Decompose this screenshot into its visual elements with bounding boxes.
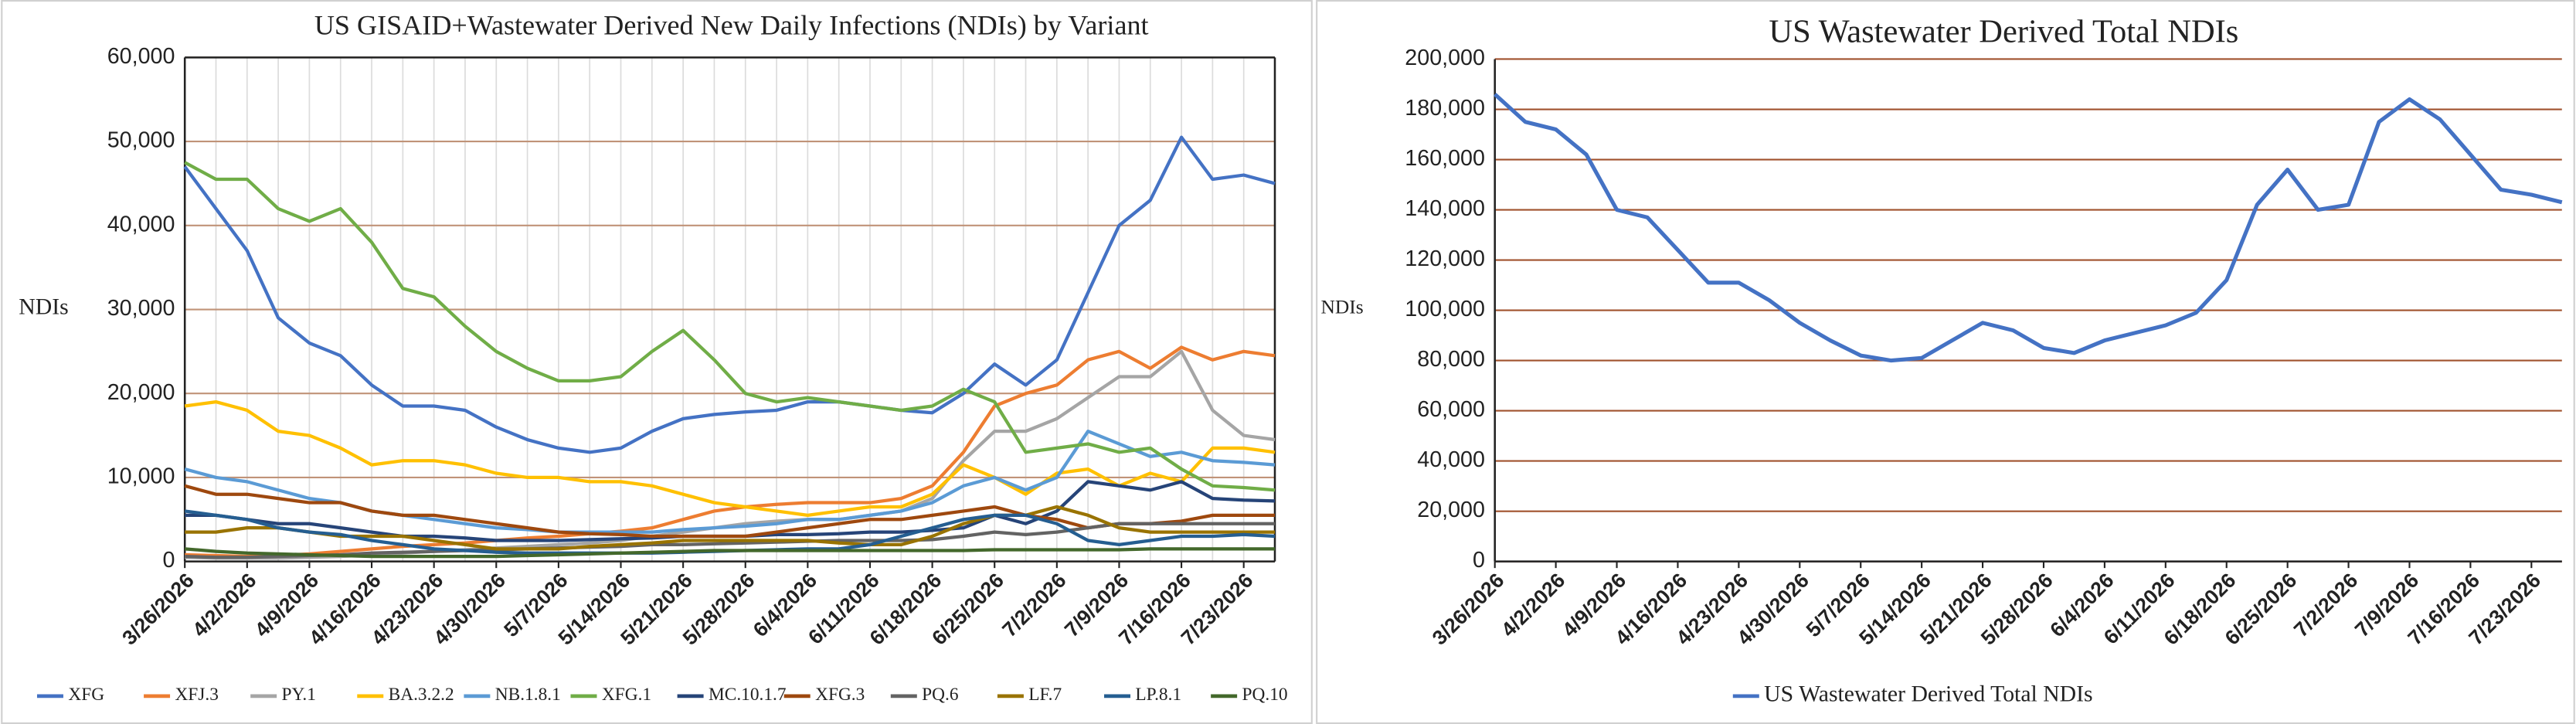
legend-label: LF.7 bbox=[1028, 685, 1062, 705]
series-line bbox=[183, 135, 1276, 454]
series-line bbox=[1494, 93, 2563, 363]
legend-label: US Wastewater Derived Total NDIs bbox=[1764, 682, 2092, 707]
chart-title: US Wastewater Derived Total NDIs bbox=[1769, 13, 2238, 49]
y-tick-label: 80,000 bbox=[1417, 347, 1485, 372]
y-tick-label: 0 bbox=[162, 548, 175, 573]
series-line bbox=[185, 345, 1276, 559]
legend-label: PY.1 bbox=[282, 685, 316, 705]
series-line bbox=[184, 161, 1276, 492]
series-line bbox=[184, 399, 1276, 517]
chart-title: US GISAID+Wastewater Derived New Daily I… bbox=[314, 9, 1149, 40]
y-tick-label: 20,000 bbox=[107, 380, 175, 405]
y-tick-label: 60,000 bbox=[1417, 397, 1485, 422]
series-line bbox=[185, 547, 1276, 559]
y-tick-label: 180,000 bbox=[1405, 96, 1485, 121]
y-tick-label: 40,000 bbox=[1417, 447, 1485, 472]
y-tick-label: 50,000 bbox=[107, 128, 175, 153]
y-tick-label: 120,000 bbox=[1405, 246, 1485, 271]
y-tick-label: 60,000 bbox=[107, 44, 175, 69]
legend-label: PQ.10 bbox=[1242, 685, 1288, 705]
legend-label: LP.8.1 bbox=[1135, 685, 1181, 705]
legend-label: XFG.1 bbox=[602, 685, 651, 705]
y-tick-label: 160,000 bbox=[1405, 146, 1485, 171]
left-panel bbox=[1, 0, 1313, 724]
y-tick-label: 30,000 bbox=[107, 296, 175, 321]
legend-label: BA.3.2.2 bbox=[389, 685, 454, 705]
y-tick-label: 40,000 bbox=[107, 212, 175, 236]
y-tick-label: 20,000 bbox=[1417, 498, 1485, 522]
legend-label: NB.1.8.1 bbox=[495, 685, 561, 705]
y-tick-label: 0 bbox=[1473, 548, 1485, 573]
legend-label: XFG bbox=[68, 685, 104, 705]
y-tick-label: 10,000 bbox=[107, 464, 175, 489]
y-tick-label: 200,000 bbox=[1405, 46, 1485, 70]
series-line bbox=[185, 522, 1276, 559]
legend-label: MC.10.1.7 bbox=[709, 685, 787, 705]
series-line bbox=[185, 505, 1276, 551]
y-axis-label: NDIs bbox=[1321, 295, 1364, 318]
legend-label: XFJ.3 bbox=[175, 685, 218, 705]
legend-label: XFG.3 bbox=[815, 685, 865, 705]
y-axis-label: NDIs bbox=[19, 294, 68, 319]
y-tick-label: 100,000 bbox=[1405, 297, 1485, 321]
legend-label: PQ.6 bbox=[922, 685, 958, 705]
y-tick-label: 140,000 bbox=[1405, 196, 1485, 221]
